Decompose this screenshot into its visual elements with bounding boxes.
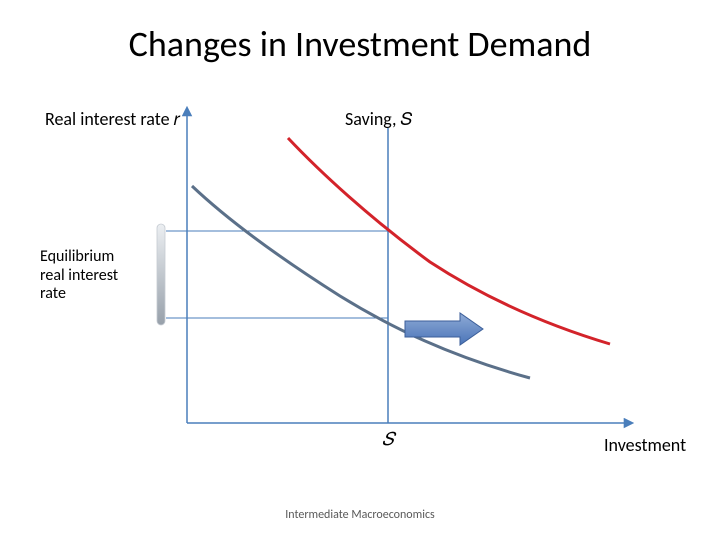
y-axis-label: Real interest rate 𝑟 [45,108,180,130]
equilibrium-bracket [157,224,165,325]
footer-text: Intermediate Macroeconomics [0,508,720,522]
equilibrium-label: Equilibrium real interest rate [40,230,150,304]
investment-curve-original [192,186,530,378]
shift-arrow [405,313,483,345]
saving-label: Saving, 𝑆 [345,108,413,130]
saving-label-text: Saving, 𝑆 [345,108,413,130]
equilibrium-label-text: Equilibrium real interest rate [40,247,118,303]
investment-curve-shifted [288,138,610,344]
s-tick-label-text: 𝑆 [382,428,394,450]
s-tick-label: 𝑆 [382,428,394,450]
axes [187,110,630,423]
x-axis-label: Investment [604,434,686,456]
y-axis-label-text: Real interest rate 𝑟 [45,108,180,130]
x-axis-label-text: Investment [604,434,686,456]
